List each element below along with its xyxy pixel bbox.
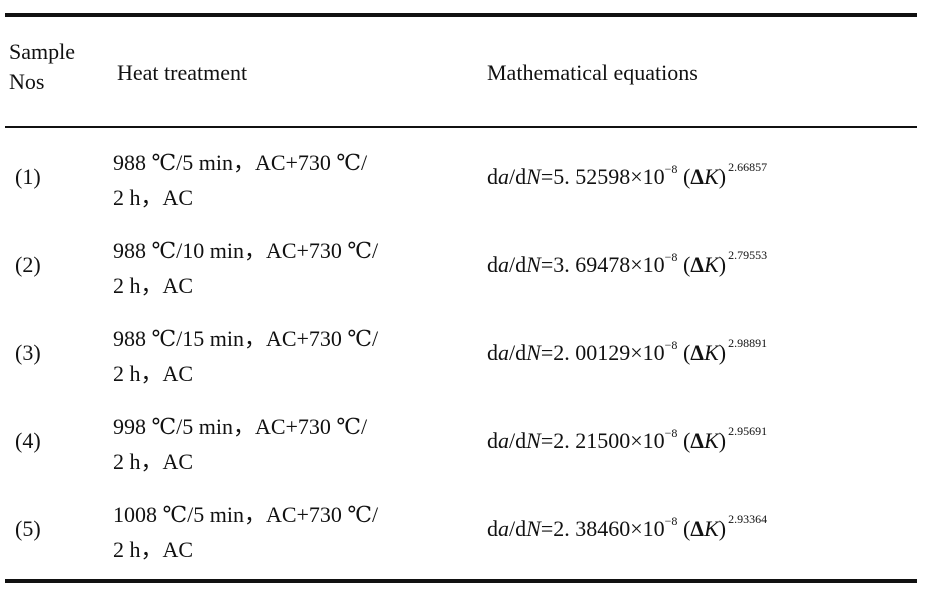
header-heat-treatment: Heat treatment <box>117 60 248 85</box>
heat-line2: 2 h，AC <box>113 537 194 562</box>
header-sample-line2: Nos <box>9 69 45 94</box>
heat-line1: 1008 ℃/5 min，AC+730 ℃/ <box>113 502 379 527</box>
sample-number: (3) <box>15 340 41 365</box>
table-row: (2) 988 ℃/10 min，AC+730 ℃/ 2 h，AC da/dN=… <box>5 224 917 312</box>
heat-line1: 988 ℃/10 min，AC+730 ℃/ <box>113 238 379 263</box>
header-mathematical-equations: Mathematical equations <box>487 60 698 85</box>
header-rule <box>5 126 917 128</box>
table-body: (1) 988 ℃/5 min，AC+730 ℃/ 2 h，AC da/dN=5… <box>5 128 917 579</box>
heat-treatment-cell: 988 ℃/10 min，AC+730 ℃/ 2 h，AC <box>113 233 378 303</box>
equation-coefficient: 5. 52598 <box>553 164 631 189</box>
bottom-rule <box>5 579 917 583</box>
heat-treatment-cell: 988 ℃/15 min，AC+730 ℃/ 2 h，AC <box>113 321 378 391</box>
heat-treatment-cell: 998 ℃/5 min，AC+730 ℃/ 2 h，AC <box>113 409 367 479</box>
sample-number: (5) <box>15 516 41 541</box>
equation-exponent: 2.95691 <box>728 424 768 438</box>
sample-number: (2) <box>15 252 41 277</box>
heat-line1: 988 ℃/5 min，AC+730 ℃/ <box>113 150 368 175</box>
equation-coefficient: 2. 21500 <box>553 428 631 453</box>
equation-cell: da/dN=2. 21500×10−8 (ΔK) 2.95691 <box>487 424 768 453</box>
equation-exponent: 2.79553 <box>728 248 768 262</box>
heat-line1: 998 ℃/5 min，AC+730 ℃/ <box>113 414 368 439</box>
equation-cell: da/dN=3. 69478×10−8 (ΔK) 2.79553 <box>487 248 768 277</box>
header-sample-nos: Sample Nos <box>9 37 75 97</box>
equation-cell: da/dN=2. 38460×10−8 (ΔK) 2.93364 <box>487 512 768 541</box>
table-row: (5) 1008 ℃/5 min，AC+730 ℃/ 2 h，AC da/dN=… <box>5 488 917 576</box>
table-row: (1) 988 ℃/5 min，AC+730 ℃/ 2 h，AC da/dN=5… <box>5 136 917 224</box>
header-sample-line1: Sample <box>9 39 75 64</box>
heat-line1: 988 ℃/15 min，AC+730 ℃/ <box>113 326 379 351</box>
sample-number: (4) <box>15 428 41 453</box>
table-row: (4) 998 ℃/5 min，AC+730 ℃/ 2 h，AC da/dN=2… <box>5 400 917 488</box>
equation-exponent: 2.98891 <box>728 336 768 350</box>
heat-line2: 2 h，AC <box>113 273 194 298</box>
equation-cell: da/dN=5. 52598×10−8 (ΔK) 2.66857 <box>487 160 768 189</box>
table-row: (3) 988 ℃/15 min，AC+730 ℃/ 2 h，AC da/dN=… <box>5 312 917 400</box>
heat-line2: 2 h，AC <box>113 449 194 474</box>
results-table: Sample Nos Heat treatment Mathematical e… <box>5 13 917 583</box>
table-header: Sample Nos Heat treatment Mathematical e… <box>5 17 917 126</box>
equation-coefficient: 3. 69478 <box>553 252 631 277</box>
equation-exponent: 2.93364 <box>728 512 768 526</box>
equation-cell: da/dN=2. 00129×10−8 (ΔK) 2.98891 <box>487 336 768 365</box>
equation-coefficient: 2. 00129 <box>553 340 631 365</box>
equation-exponent: 2.66857 <box>728 160 768 174</box>
top-rule <box>5 13 917 17</box>
heat-line2: 2 h，AC <box>113 361 194 386</box>
equation-coefficient: 2. 38460 <box>553 516 631 541</box>
heat-line2: 2 h，AC <box>113 185 194 210</box>
heat-treatment-cell: 988 ℃/5 min，AC+730 ℃/ 2 h，AC <box>113 145 367 215</box>
sample-number: (1) <box>15 164 41 189</box>
heat-treatment-cell: 1008 ℃/5 min，AC+730 ℃/ 2 h，AC <box>113 497 378 567</box>
